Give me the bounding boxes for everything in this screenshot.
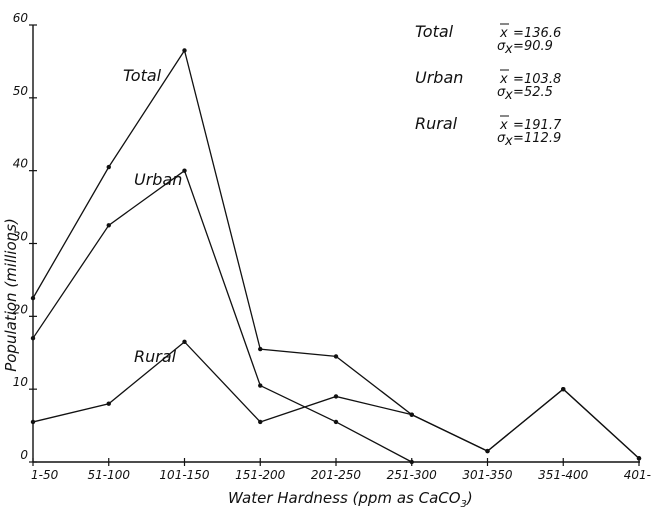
data-point-total bbox=[106, 164, 111, 170]
x-tick-label: 101-150 bbox=[159, 468, 210, 482]
x-tick-label: 251-300 bbox=[387, 468, 438, 482]
y-tick-label: 20 bbox=[13, 302, 29, 316]
x-tick-label: 51-100 bbox=[87, 468, 130, 482]
data-point-rural bbox=[333, 394, 339, 399]
y-ticks: 0 10 20 30 40 50 60 bbox=[13, 11, 37, 463]
sigma-subscript: x bbox=[504, 42, 513, 57]
y-tick-label: 60 bbox=[13, 11, 29, 25]
series-label-total: Total bbox=[123, 66, 162, 85]
data-point-total bbox=[258, 346, 263, 352]
mean-value: 103.8 bbox=[524, 72, 561, 87]
data-point-rural bbox=[409, 412, 414, 417]
x-tick-label: 351-400 bbox=[538, 468, 589, 482]
mean-equals: = bbox=[513, 26, 524, 41]
stats-name: Urban bbox=[415, 68, 463, 87]
sigma-symbol: σ bbox=[497, 131, 506, 146]
series-lines bbox=[30, 48, 642, 465]
data-point-urban bbox=[333, 419, 339, 425]
plot-area: 0 10 20 30 40 50 60 1-50 51-100 101-150 151-200 20… bbox=[13, 11, 651, 482]
data-point-rural bbox=[485, 448, 490, 454]
series-labels: Total Urban Rural bbox=[123, 66, 182, 366]
sigma-equals: = bbox=[513, 131, 524, 146]
data-point-rural bbox=[182, 339, 187, 345]
x-ticks: 1-50 51-100 101-150 151-200 201-250 251-300 30… bbox=[31, 458, 651, 482]
sigma-equals: = bbox=[513, 39, 524, 54]
data-point-urban bbox=[258, 383, 263, 388]
y-axis-title: Population (millions) bbox=[2, 218, 20, 372]
data-point-total bbox=[333, 354, 339, 359]
mean-equals: = bbox=[513, 72, 524, 87]
stats-total: Total x = 136.6σ x = 90.9 bbox=[415, 22, 561, 57]
series-label-rural: Rural bbox=[134, 347, 177, 366]
data-point-urban bbox=[182, 168, 187, 173]
sigma-subscript: x bbox=[504, 88, 513, 103]
x-tick-label: 301-350 bbox=[462, 468, 513, 482]
mean-equals: = bbox=[513, 118, 524, 133]
x-axis-title-close: ) bbox=[466, 489, 473, 507]
sigma-subscript: x bbox=[504, 134, 513, 149]
data-point-urban bbox=[30, 335, 36, 341]
series-label-urban: Urban bbox=[134, 170, 182, 189]
x-tick-label: 201-250 bbox=[311, 468, 362, 482]
stats-urban: Urban x = 103.8σ x = 52.5 bbox=[415, 68, 561, 103]
data-point-rural bbox=[258, 419, 263, 425]
y-tick-label: 10 bbox=[13, 375, 29, 389]
y-tick-label: 40 bbox=[13, 157, 29, 171]
stats-rural: Rural x = 191.7σ x = 112.9 bbox=[415, 114, 562, 149]
sigma-equals: = bbox=[513, 85, 524, 100]
x-axis-title-main: Water Hardness (ppm as CaCO bbox=[228, 489, 461, 507]
data-point-rural bbox=[106, 401, 111, 406]
mean-symbol: x bbox=[499, 72, 508, 87]
y-tick-label: 0 bbox=[20, 448, 28, 462]
y-tick-label: 50 bbox=[13, 84, 29, 98]
x-axis-title: Water Hardness (ppm as CaCO3) bbox=[228, 489, 473, 510]
data-point-rural bbox=[30, 419, 36, 425]
x-tick-label: 151-200 bbox=[235, 468, 286, 482]
data-point-rural bbox=[561, 386, 566, 392]
data-point-urban bbox=[409, 459, 414, 465]
sigma-value: 90.9 bbox=[524, 39, 553, 54]
stats-name: Rural bbox=[415, 114, 458, 133]
data-point-total bbox=[30, 295, 36, 301]
data-point-rural bbox=[636, 456, 642, 461]
x-tick-label: 401- bbox=[624, 468, 651, 482]
stats-name: Total bbox=[415, 22, 454, 41]
mean-value: 191.7 bbox=[524, 118, 562, 133]
y-tick-label: 30 bbox=[13, 230, 29, 244]
data-point-urban bbox=[106, 223, 111, 228]
mean-symbol: x bbox=[499, 26, 508, 41]
sigma-value: 112.9 bbox=[524, 131, 561, 146]
series-line-urban bbox=[32, 169, 413, 463]
x-axis-title-sub: 3 bbox=[461, 499, 467, 510]
series-line-rural bbox=[32, 340, 640, 459]
x-tick-label: 1-50 bbox=[31, 468, 59, 482]
sigma-value: 52.5 bbox=[524, 85, 553, 100]
data-point-total bbox=[182, 48, 187, 53]
mean-value: 136.6 bbox=[524, 26, 561, 41]
sigma-symbol: σ bbox=[497, 85, 506, 100]
sigma-symbol: σ bbox=[497, 39, 506, 54]
mean-symbol: x bbox=[499, 118, 508, 133]
